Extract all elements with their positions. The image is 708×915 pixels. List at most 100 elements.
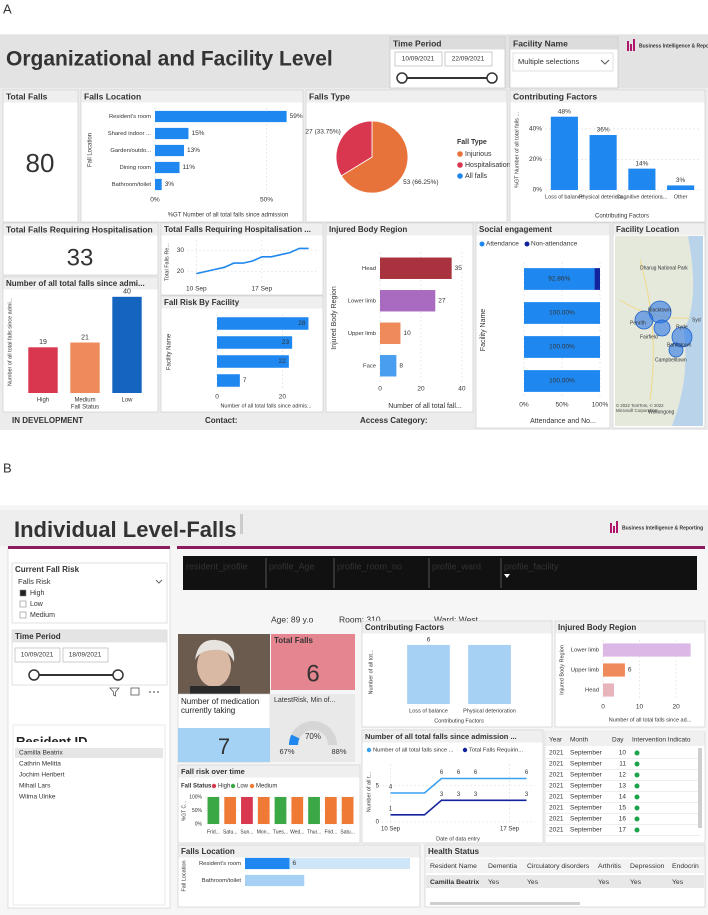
card [361, 729, 544, 844]
map-place: Bankstown [667, 342, 692, 348]
gauge-label: 70% [305, 732, 321, 741]
table-cell: Camilla Beatrix [430, 879, 479, 886]
card-title: Fall Risk By Facility [164, 298, 240, 307]
legend-label: Medium [256, 784, 277, 790]
status-dot [634, 794, 640, 800]
bar [468, 644, 511, 704]
x-tick-label: Physical deteriora... [579, 194, 628, 200]
card-title: Facility Name [513, 38, 568, 48]
profile-column: profile_room_no [337, 561, 402, 571]
status-dot [634, 816, 640, 822]
bar [245, 857, 290, 870]
legend-swatch [479, 241, 485, 247]
table-cell: 15 [619, 805, 627, 812]
x-tick-label: Other [674, 194, 688, 200]
photo-hair [195, 639, 235, 662]
y-tick-label: Bathroom/toilet [112, 182, 152, 188]
axis-title: Attendance and No... [530, 418, 596, 425]
table-cell: 2021 [549, 783, 564, 790]
y-tick-label: 0 [376, 820, 380, 826]
profile-column: profile_Age [269, 561, 315, 571]
y-tick-label: 50% [192, 808, 203, 814]
x-tick-label: 0% [519, 402, 529, 409]
x-tick-label: 17 Sep [500, 827, 520, 833]
map-marker [668, 342, 684, 358]
gauge-track [289, 721, 337, 745]
bar [155, 110, 287, 123]
y-tick-label: 40% [529, 126, 542, 133]
table-cell: September [570, 816, 603, 823]
x-tick-label: Cognitive deteriora... [616, 194, 667, 200]
card-header [3, 90, 78, 103]
list-header-box: Resident ID [16, 734, 88, 742]
y-tick-label: Resident's room [109, 114, 151, 120]
data-label: 3% [165, 181, 175, 188]
card-title: Health Status [428, 847, 480, 856]
table-header-cell: Dementia [488, 863, 517, 870]
card-title: Total Falls Requiring Hospitalisation ..… [164, 225, 311, 234]
legend-title: Fall Status [181, 784, 212, 790]
bar [524, 336, 600, 358]
x-tick-label: Tues... [273, 829, 288, 835]
x-tick-label: 50% [555, 402, 568, 409]
profile-value: Age: 89 y.o [271, 614, 314, 624]
table-cell: 12 [619, 772, 627, 779]
legend-label: Non-attendance [531, 241, 578, 248]
card-title: Number of all total falls since admissio… [365, 732, 517, 741]
card-title: Total Falls [274, 636, 314, 645]
table-cell: 2021 [549, 761, 564, 768]
bar [628, 168, 656, 190]
table-cell: September [570, 805, 603, 812]
axis-title: Injured Body Region [331, 286, 338, 350]
table-header-cell: Arthritis [598, 863, 622, 870]
legend-swatch [249, 783, 255, 789]
card-header [326, 223, 473, 236]
card-title: Falls Location [84, 91, 141, 101]
card-header [161, 296, 323, 309]
dropdown-value: Multiple selections [518, 57, 580, 66]
logo-bar [630, 44, 632, 51]
table-cell: Yes [488, 879, 500, 886]
bar [603, 643, 691, 657]
kpi-fill [178, 728, 270, 762]
accent-bar [177, 546, 705, 549]
map-marker [634, 310, 654, 330]
card [11, 562, 168, 624]
bar [524, 302, 600, 324]
data-label: 11% [183, 164, 196, 171]
bar [341, 797, 354, 824]
axis-title: Fall Location [181, 860, 187, 891]
table-cell: September [570, 750, 603, 757]
data-label: 6 [457, 770, 461, 776]
card [2, 89, 79, 223]
data-label: 6 [292, 860, 296, 867]
x-tick-label: 40 [458, 386, 466, 393]
slider-handle [112, 669, 124, 681]
x-tick-label: Loss of balance [545, 194, 584, 200]
axis-title: %GT Number of all total falls since admi… [168, 213, 289, 219]
bar [217, 317, 309, 330]
x-tick-label: 20 [672, 704, 680, 711]
x-tick-label: 0 [215, 394, 219, 401]
legend-swatch [230, 783, 236, 789]
date-end: 18/09/2021 [69, 652, 102, 659]
footer-contact: Contact: [205, 416, 237, 425]
x-tick-label: 20 [417, 386, 425, 393]
axis-title: %GT C... [181, 801, 187, 821]
card-header [476, 223, 610, 236]
table-cell: 11 [619, 761, 626, 768]
y-tick-label: Garden/outdo... [110, 148, 151, 154]
bar [112, 296, 142, 393]
y-tick-label: 100% [189, 794, 202, 800]
map-place: Dharug National Park [640, 265, 688, 271]
map-place: Syd [692, 317, 701, 323]
data-label: 8 [399, 362, 403, 369]
kpi-value: 7 [218, 734, 230, 759]
bar [380, 290, 436, 312]
table-cell: Yes [630, 879, 642, 886]
legend-title: Fall Type [457, 139, 487, 146]
map-attribution: © 2022 TomTom, © 2022 Microsoft Corporat… [616, 404, 664, 413]
x-tick-label: Sun... [240, 829, 253, 835]
bar [589, 135, 617, 190]
bar [217, 374, 240, 387]
